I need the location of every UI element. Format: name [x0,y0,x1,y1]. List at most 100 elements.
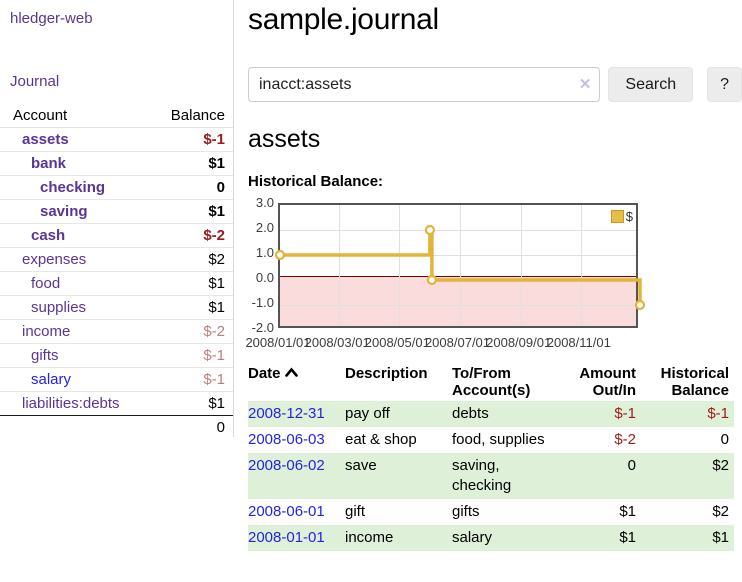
sort-ascending-icon [285,367,298,378]
chart-legend: $ [611,209,633,224]
transaction-date-link[interactable]: 2008-06-01 [248,503,325,520]
transaction-description: eat & shop [345,427,452,453]
transaction-balance: $2 [641,453,734,499]
accounts-total-row: 0 [0,416,233,440]
account-balance: $1 [208,200,225,224]
search-input[interactable] [248,67,600,102]
account-column-header: Account [13,104,67,128]
sidebar-account-row-gifts: gifts$-1 [0,344,233,368]
transaction-row: 2008-06-01giftgifts$1$2 [248,499,734,525]
search-bar: ✕ Search ? [248,67,742,102]
register-table: Date Description To/FromAccount(s)Amount… [248,363,734,551]
account-balance: $1 [208,152,225,176]
transaction-amount: $1 [560,525,641,551]
transaction-amount: $-2 [560,427,641,453]
transaction-row: 2008-01-01incomesalary$1$1 [248,525,734,551]
transaction-description: save [345,453,452,499]
transaction-balance: $-1 [641,401,734,427]
x-axis-tick-label: 2008/07/01 [423,335,493,350]
data-point-marker [636,301,644,309]
sidebar-account-row-assets: assets $-1 [0,128,233,152]
sidebar-account-row-food: food$1 [0,272,233,296]
register-column-header: AmountOut/In [560,363,641,401]
account-balance: $2 [208,248,225,272]
transaction-amount: 0 [560,453,641,499]
register-column-header: To/FromAccount(s) [452,363,560,401]
total-balance: 0 [217,416,225,440]
account-link-gifts[interactable]: gifts [0,344,59,368]
data-point-marker [276,251,284,259]
historical-balance-chart: 3.02.01.00.0-1.0-2.0 $ 2008/01/012008/03… [240,196,742,351]
transaction-description: gift [345,499,452,525]
account-link-supplies[interactable]: supplies [0,296,86,320]
clear-search-icon[interactable]: ✕ [579,75,592,93]
transaction-date-link[interactable]: 2008-01-01 [248,529,325,546]
register-column-header: HistoricalBalance [641,363,734,401]
sidebar-account-row-bank: bank $1 [0,152,233,176]
register-column-header[interactable]: Date [248,363,345,401]
hledger-web-app: hledger-web Journal Account Balance asse… [0,0,742,582]
transaction-date-link[interactable]: 2008-06-03 [248,431,325,448]
account-link-cash[interactable]: cash [0,224,65,248]
account-balance: $1 [208,296,225,320]
y-axis-tick-label: -2.0 [240,320,274,335]
account-link-assets[interactable]: assets [0,128,69,152]
account-balance: 0 [217,176,225,200]
transaction-accounts: debts [452,401,560,427]
account-link-bank[interactable]: bank [0,152,66,176]
account-balance: $-2 [203,224,225,248]
transaction-accounts: saving, checking [452,453,560,499]
sidebar-account-row-salary: salary $-1 [0,368,233,392]
accounts-table-header: Account Balance [0,104,233,128]
sidebar-account-row-expenses: expenses $2 [0,248,233,272]
search-box: ✕ [248,67,600,102]
y-axis-tick-label: 3.0 [240,195,274,210]
x-axis-tick-label: 2008/11/01 [544,335,614,350]
transaction-amount: $-1 [560,401,641,427]
sidebar-account-row-income: income $-2 [0,320,233,344]
legend-label: $ [626,209,633,224]
transaction-accounts: gifts [452,499,560,525]
sidebar: hledger-web Journal Account Balance asse… [0,0,233,440]
account-link-food[interactable]: food [0,272,60,296]
main-content: sample.journal ✕ Search ? assets Histori… [233,0,742,551]
transaction-accounts: salary [452,525,560,551]
page-title: sample.journal [248,3,742,37]
transaction-balance: $2 [641,499,734,525]
chart-title: Historical Balance: [248,173,742,190]
account-balance: $-2 [203,320,225,344]
help-button[interactable]: ? [707,67,742,102]
account-link-income[interactable]: income [0,320,70,344]
account-balance: $-1 [203,128,225,152]
account-link-expenses[interactable]: expenses [0,248,86,272]
transaction-date-link[interactable]: 2008-06-02 [248,457,325,474]
nav-journal-link[interactable]: Journal [10,73,233,90]
transaction-accounts: food, supplies [452,427,560,453]
account-link-checking[interactable]: checking [0,176,105,200]
y-axis-tick-label: 1.0 [240,245,274,260]
balance-column-header: Balance [171,104,225,128]
transaction-row: 2008-06-03 eat & shopfood, supplies$-20 [248,427,734,453]
sidebar-account-row-cash: cash $-2 [0,224,233,248]
register-column-header: Description [345,363,452,401]
transaction-description: income [345,525,452,551]
transaction-date-link[interactable]: 2008-12-31 [248,405,325,422]
accounts-table: Account Balance assets $-1 bank $1 checking 0… [0,104,233,440]
data-point-marker [428,276,436,284]
search-button[interactable]: Search [608,67,693,102]
transaction-balance: 0 [641,427,734,453]
account-link-salary[interactable]: salary [0,368,71,392]
transaction-row: 2008-12-31pay offdebts$-1$-1 [248,401,734,427]
account-balance: $-1 [203,368,225,392]
brand-link[interactable]: hledger-web [0,0,233,27]
transaction-row: 2008-06-02 savesaving, checking0$2 [248,453,734,499]
data-point-marker [426,226,434,234]
sidebar-account-row-saving: saving $1 [0,200,233,224]
account-balance: $1 [208,392,225,416]
account-link-liabilities-debts[interactable]: liabilities:debts [0,392,120,416]
transaction-description: pay off [345,401,452,427]
sidebar-account-row-supplies: supplies $1 [0,296,233,320]
legend-swatch-icon [611,210,624,223]
account-link-saving[interactable]: saving [0,200,88,224]
chart-plot-area: $ [278,203,638,328]
